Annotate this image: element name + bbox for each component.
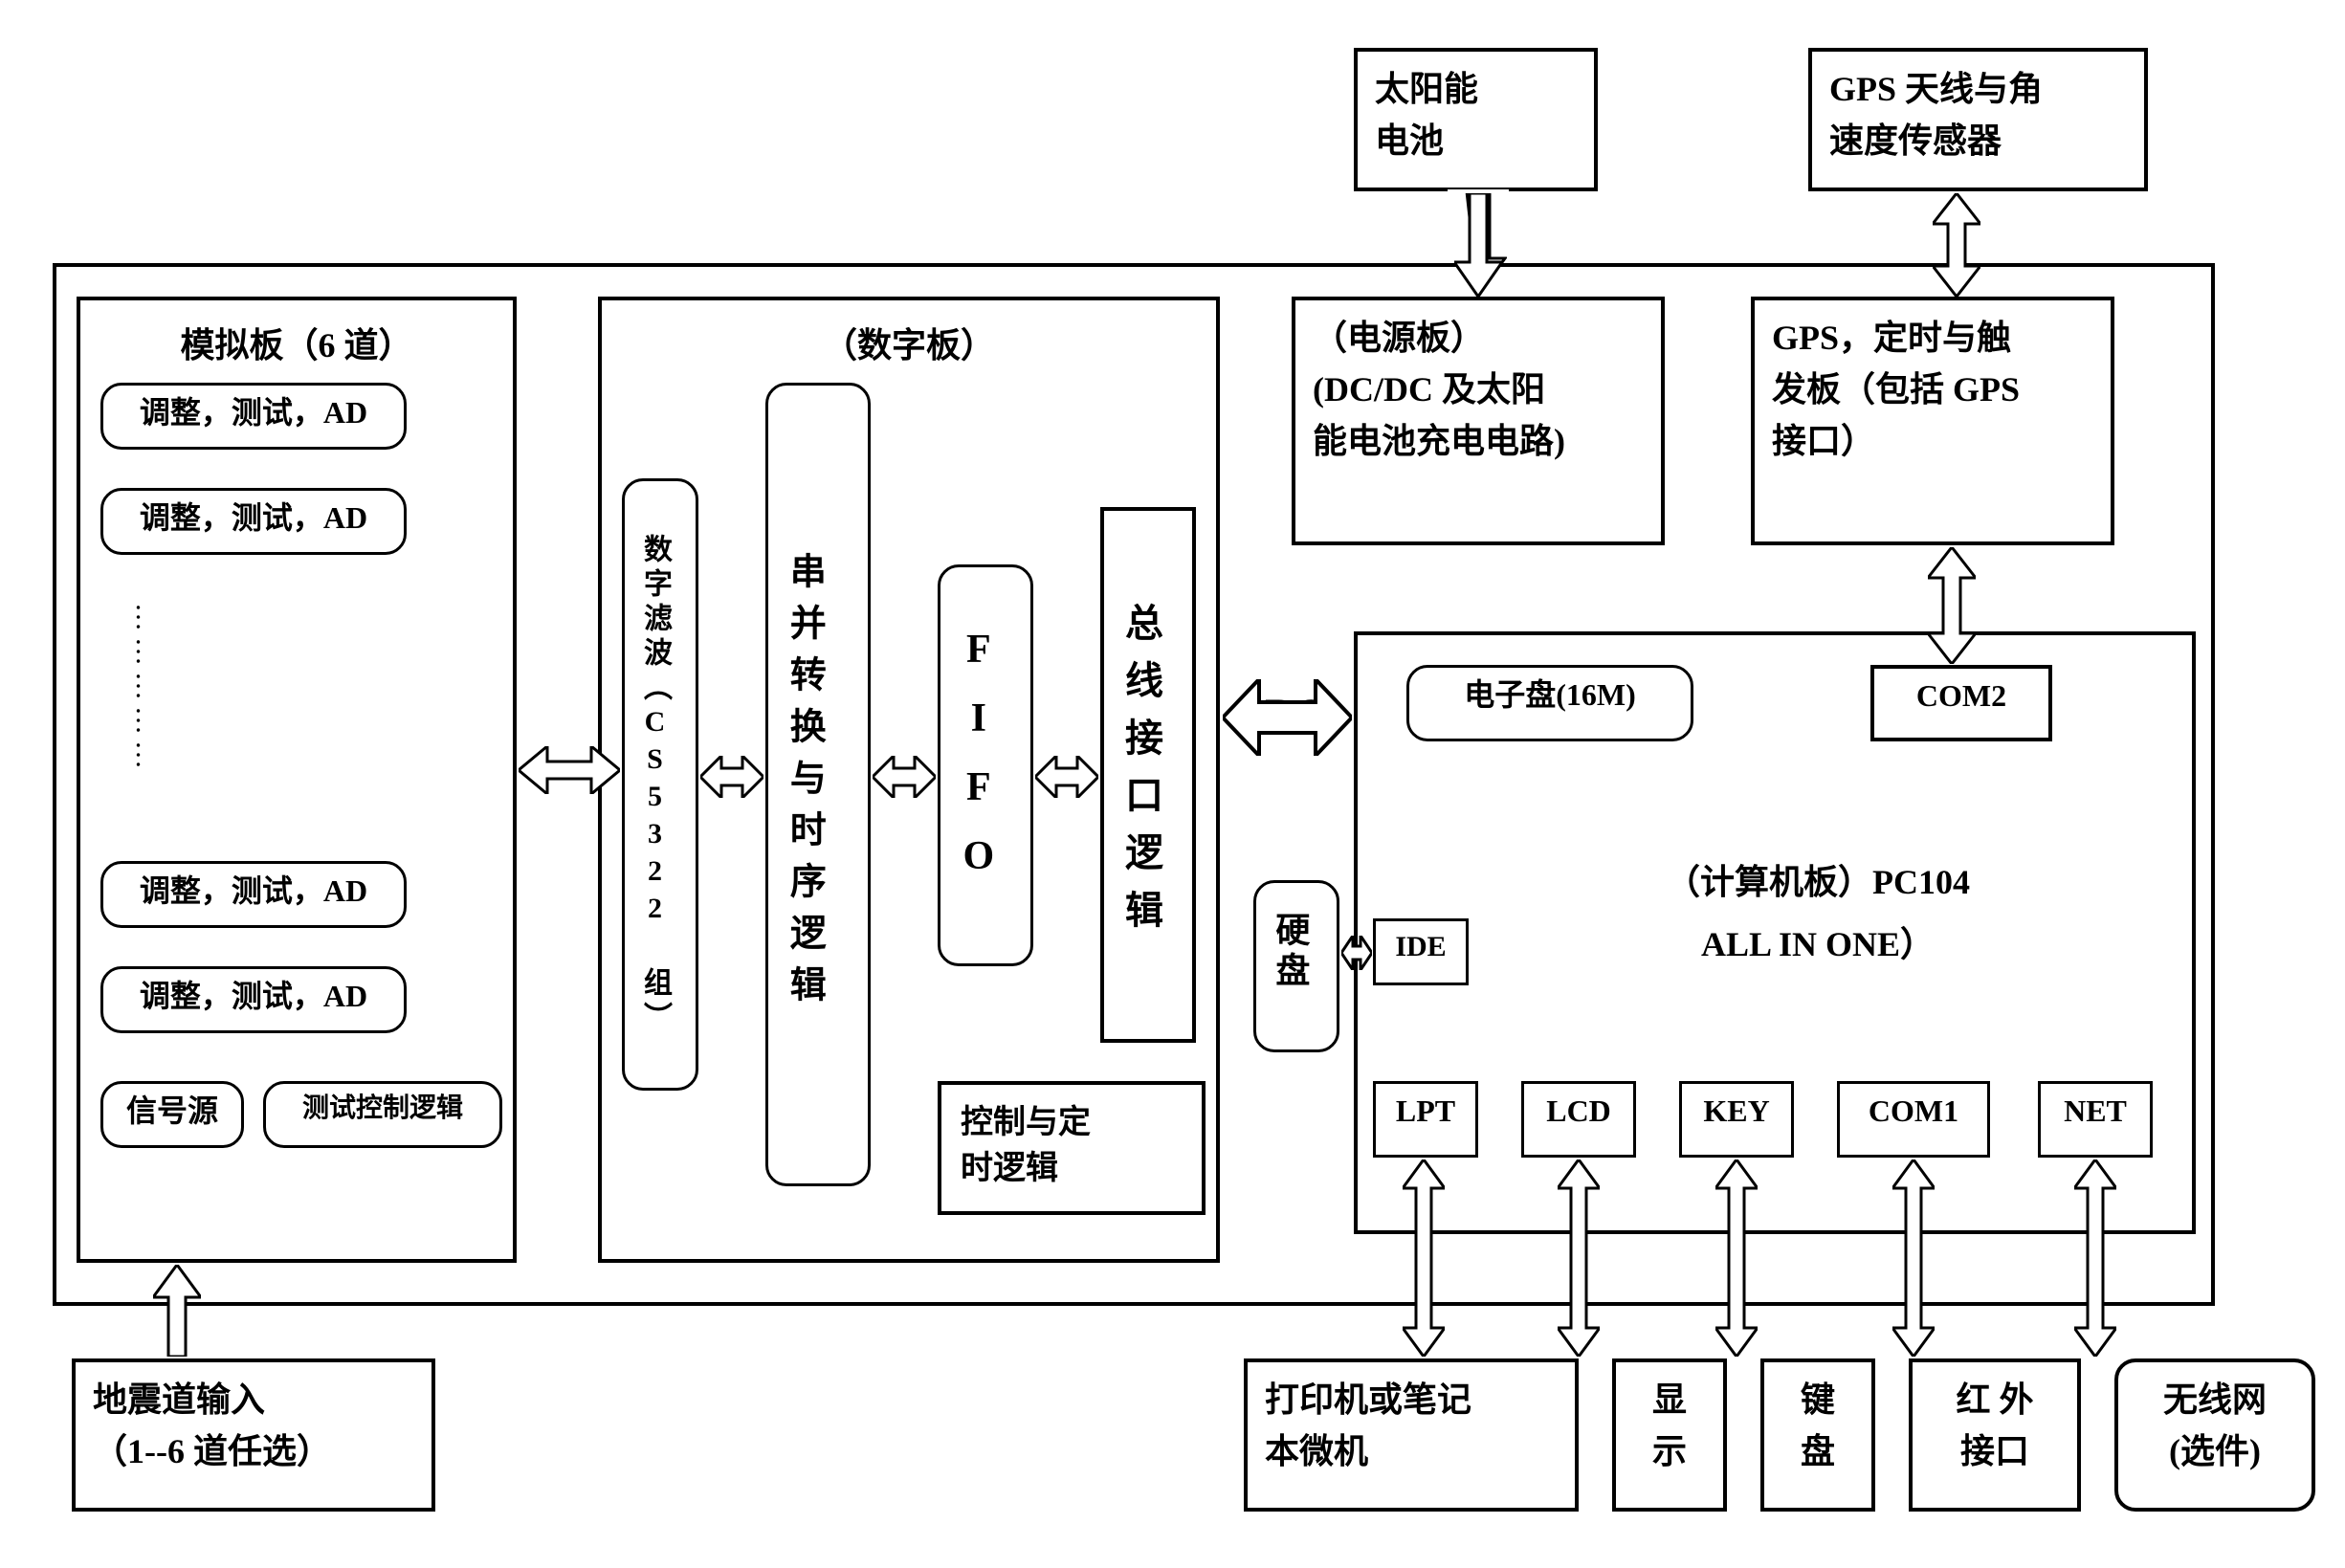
arrow-com1-ir — [1892, 1159, 1935, 1357]
ir-box: 红 外接口 — [1909, 1358, 2081, 1512]
solar-battery-label: 太阳能电池 — [1375, 70, 1478, 160]
digital-filter: 数字滤波（CS5322 组） — [622, 478, 698, 1091]
edisk: 电子盘(16M) — [1406, 665, 1693, 741]
sp-conv: 串并转换与时序逻辑 — [765, 383, 871, 1186]
display-box: 显示 — [1612, 1358, 1727, 1512]
arrow-filter-spconv — [700, 756, 763, 798]
power-board-label: （电源板）(DC/DC 及太阳能电池充电电路) — [1313, 319, 1565, 460]
ctrl-timing: 控制与定时逻辑 — [938, 1081, 1206, 1215]
arrow-spconv-fifo — [873, 756, 936, 798]
gps-board: GPS，定时与触发板（包括 GPS接口） — [1751, 297, 2114, 545]
arrow-bus-pc104 — [1223, 679, 1352, 756]
arrow-lcd-display — [1558, 1159, 1600, 1357]
sp-conv-label: 串并转换与时序逻辑 — [778, 424, 829, 1145]
bus-logic: 总线接口逻辑 — [1100, 507, 1196, 1043]
seismic-input-label: 地震道输入（1--6 道任选） — [93, 1380, 331, 1470]
arrow-hdd-ide — [1341, 936, 1372, 970]
bus-logic-label: 总线接口逻辑 — [1114, 559, 1167, 991]
port-lpt: LPT — [1373, 1081, 1478, 1158]
pc104-title: （计算机板）PC104ALL IN ONE） — [1540, 851, 2095, 976]
arrow-lpt-printer — [1403, 1159, 1445, 1357]
fifo: FIFO — [938, 564, 1033, 966]
arrow-fifo-bus — [1035, 756, 1098, 798]
arrow-key-keyboard — [1715, 1159, 1758, 1357]
hdd: 硬盘 — [1253, 880, 1339, 1052]
com2: COM2 — [1870, 665, 2052, 741]
analog-ch6: 调整，测试，AD — [100, 966, 407, 1033]
arrow-analog-digital — [519, 746, 620, 794]
digital-filter-label: 数字滤波（CS5322 组） — [634, 510, 675, 1059]
display-label: 显示 — [1652, 1380, 1687, 1470]
hdd-label: 硬盘 — [1266, 912, 1314, 992]
power-board: （电源板）(DC/DC 及太阳能电池充电电路) — [1292, 297, 1665, 545]
keyboard-label: 键盘 — [1801, 1380, 1835, 1470]
printer-box: 打印机或笔记本微机 — [1244, 1358, 1579, 1512]
test-ctrl-logic: 测试控制逻辑 — [263, 1081, 502, 1148]
wlan-box: 无线网(选件) — [2114, 1358, 2315, 1512]
wlan-label: 无线网(选件) — [2163, 1380, 2267, 1470]
port-net: NET — [2038, 1081, 2153, 1158]
arrow-solar-down — [1454, 193, 1502, 297]
ir-label: 红 外接口 — [1956, 1380, 2033, 1470]
gps-antenna-box: GPS 天线与角速度传感器 — [1808, 48, 2148, 191]
gps-antenna-label: GPS 天线与角速度传感器 — [1829, 70, 2043, 160]
arrow-gps-com2 — [1928, 547, 1976, 664]
diagram-canvas: 太阳能电池 GPS 天线与角速度传感器 模拟板（6 道） 调整，测试，AD 调整… — [19, 19, 2345, 1549]
arrow-gpsant-gpsboard — [1933, 193, 1980, 297]
analog-ch5: 调整，测试，AD — [100, 861, 407, 928]
printer-label: 打印机或笔记本微机 — [1265, 1380, 1471, 1470]
port-key: KEY — [1679, 1081, 1794, 1158]
seismic-input: 地震道输入（1--6 道任选） — [72, 1358, 435, 1512]
analog-ch1: 调整，测试，AD — [100, 383, 407, 450]
analog-dots: …………… — [129, 603, 162, 832]
analog-ch2: 调整，测试，AD — [100, 488, 407, 555]
port-lcd: LCD — [1521, 1081, 1636, 1158]
arrow-seis-analog — [153, 1265, 201, 1357]
digital-title: （数字板） — [621, 320, 1197, 371]
port-com1: COM1 — [1837, 1081, 1990, 1158]
keyboard-box: 键盘 — [1760, 1358, 1875, 1512]
ide: IDE — [1373, 918, 1469, 985]
arrow-net-wlan — [2074, 1159, 2116, 1357]
gps-board-label: GPS，定时与触发板（包括 GPS接口） — [1772, 319, 2020, 460]
signal-source: 信号源 — [100, 1081, 244, 1148]
solar-battery-box: 太阳能电池 — [1354, 48, 1598, 191]
analog-title: 模拟板（6 道） — [98, 320, 496, 371]
fifo-label: FIFO — [950, 625, 1007, 906]
